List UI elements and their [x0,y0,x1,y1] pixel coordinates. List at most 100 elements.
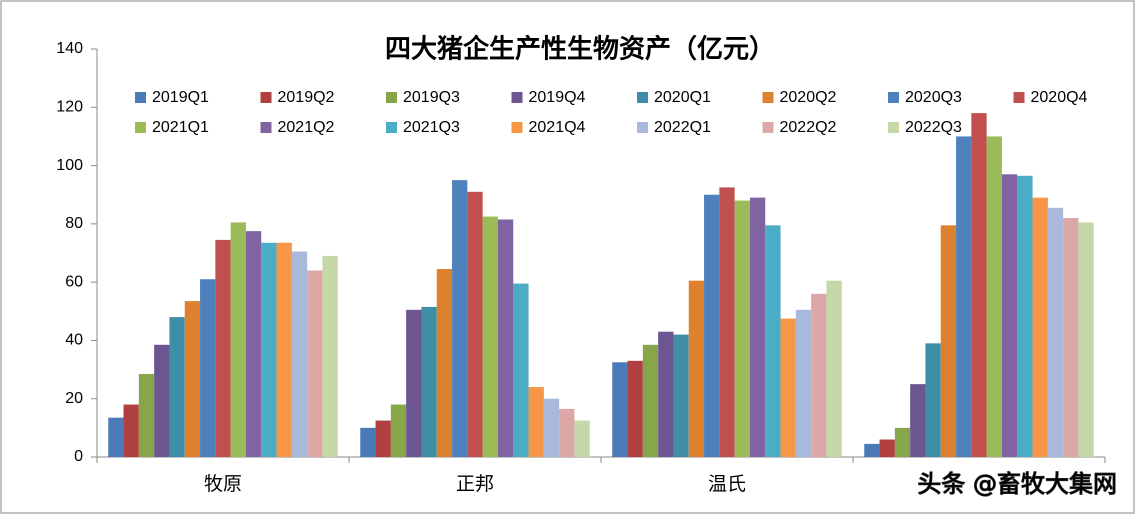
x-tick-label: 温氏 [708,473,746,495]
bar [826,280,842,457]
legend-label: 2022Q3 [905,119,962,136]
bar [879,439,895,457]
bar [467,191,483,458]
legend-swatch [386,122,397,133]
bar [1001,174,1018,458]
x-tick-label: 牧原 [204,473,242,495]
bar [559,408,575,457]
bar [482,216,498,457]
bar [1017,175,1033,457]
y-tick-label: 100 [56,157,83,174]
y-tick-label: 140 [56,40,83,57]
bar [704,194,720,457]
bar [513,283,529,457]
legend-label: 2019Q1 [152,89,209,106]
legend-label: 2022Q2 [780,119,837,136]
bar [910,384,926,457]
y-tick-label: 120 [56,99,83,116]
bar [986,136,1002,457]
bar [307,270,323,457]
bar [864,443,880,457]
bar [123,404,139,457]
bar [749,197,766,457]
legend-label: 2019Q2 [278,89,335,106]
legend-swatch [511,122,523,133]
legend-label: 2021Q4 [529,119,586,136]
bar [108,417,124,457]
legend-label: 2020Q1 [654,89,711,106]
chart-title: 四大猪企生产性生物资产（亿元） [385,34,775,65]
bar [375,420,391,457]
bar [1047,207,1064,457]
legend-swatch [888,122,899,133]
bar [421,306,437,457]
bar [215,239,231,457]
legend-label: 2021Q2 [278,119,335,136]
legend-swatch [762,92,774,103]
bar [734,200,750,458]
legend-swatch [888,92,899,103]
bar [276,242,292,457]
y-tick-label: 40 [65,332,83,349]
legend-swatch [1013,92,1025,103]
bar [574,420,590,457]
bar [138,373,155,457]
legend-label: 2021Q3 [403,119,460,136]
bar [627,360,643,457]
watermark: 头条 @畜牧大集网 [917,470,1117,498]
bar [795,309,812,457]
legend-swatch [637,92,648,103]
bar [925,343,941,457]
bar [436,269,453,457]
bar [230,222,246,457]
bar [169,317,185,457]
bar [261,242,277,457]
legend-label: 2020Q3 [905,89,962,106]
y-tick-label: 60 [65,273,83,290]
bar [528,387,544,457]
bar [780,318,796,457]
bar [291,251,308,457]
bar [200,279,216,457]
bar [940,225,957,457]
legend-label: 2020Q4 [1031,89,1088,106]
bar [406,309,422,457]
bar [642,344,659,457]
bar [390,404,407,457]
bar [719,187,735,457]
bar [658,331,674,457]
legend-label: 2021Q1 [152,119,209,136]
legend-swatch [386,92,397,103]
bar [673,334,689,457]
bar [688,280,705,457]
y-tick-label: 0 [74,448,83,465]
bar [956,136,972,457]
legend-swatch [135,92,146,103]
bar [894,427,911,457]
legend-swatch [135,122,146,133]
y-tick-label: 20 [65,390,83,407]
bar [811,293,827,457]
bar [184,301,201,457]
bar [971,113,987,457]
bar [1032,197,1048,457]
legend-swatch [762,122,774,133]
bar [543,398,560,457]
legend-swatch [260,92,272,103]
x-tick-label: 正邦 [456,473,494,495]
bar [360,427,376,457]
legend-swatch [637,122,648,133]
bar [452,180,468,457]
bar [245,231,262,457]
legend-label: 2022Q1 [654,119,711,136]
legend-swatch [511,92,523,103]
y-tick-label: 80 [65,215,83,232]
legend-label: 2019Q3 [403,89,460,106]
bar [497,219,514,457]
bar [1063,218,1079,457]
legend-label: 2020Q2 [780,89,837,106]
legend-label: 2019Q4 [529,89,586,106]
bar [1078,222,1094,457]
legend-swatch [260,122,272,133]
